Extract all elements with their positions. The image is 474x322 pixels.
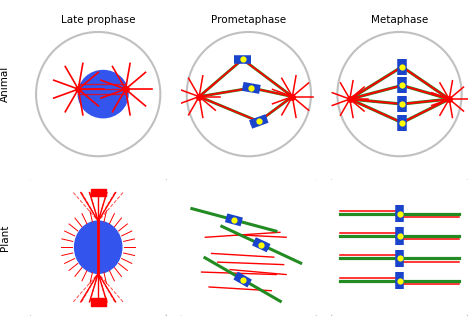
Title: Prometaphase: Prometaphase (211, 15, 286, 25)
Bar (91, 189, 106, 196)
Text: Plant: Plant (0, 225, 10, 251)
Title: Late prophase: Late prophase (61, 15, 136, 25)
Text: Animal: Animal (0, 66, 10, 102)
Title: Metaphase: Metaphase (371, 15, 428, 25)
Ellipse shape (74, 221, 122, 273)
Bar (91, 298, 106, 306)
Ellipse shape (78, 71, 128, 118)
